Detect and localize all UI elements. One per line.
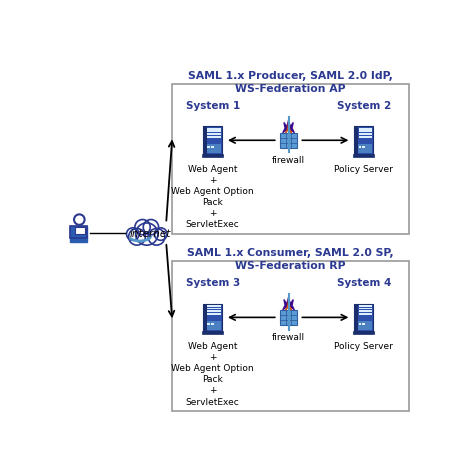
Bar bbox=[359, 310, 372, 312]
Text: Web Agent
+
Web Agent Option
Pack
+
ServletExec: Web Agent + Web Agent Option Pack + Serv… bbox=[171, 342, 254, 407]
Bar bbox=[359, 130, 372, 132]
Bar bbox=[203, 304, 207, 331]
Polygon shape bbox=[286, 123, 291, 133]
Bar bbox=[207, 146, 210, 148]
Bar bbox=[202, 331, 223, 334]
Circle shape bbox=[126, 228, 139, 240]
Bar bbox=[362, 323, 365, 325]
Text: SAML 1.x Consumer, SAML 2.0 SP,
WS-Federation RP: SAML 1.x Consumer, SAML 2.0 SP, WS-Feder… bbox=[187, 248, 393, 271]
Bar bbox=[172, 84, 409, 234]
Bar bbox=[203, 127, 222, 154]
Bar bbox=[358, 144, 372, 153]
Circle shape bbox=[143, 219, 159, 235]
Polygon shape bbox=[286, 300, 291, 310]
Text: firewall: firewall bbox=[272, 333, 305, 342]
Ellipse shape bbox=[128, 220, 166, 245]
Bar bbox=[207, 323, 210, 325]
Bar bbox=[207, 128, 221, 130]
Text: System 2: System 2 bbox=[337, 101, 391, 111]
Bar bbox=[353, 331, 374, 334]
Bar bbox=[359, 323, 361, 325]
Bar bbox=[70, 226, 87, 238]
Text: Policy Server: Policy Server bbox=[334, 342, 393, 351]
Bar bbox=[203, 127, 207, 154]
Bar bbox=[202, 154, 223, 157]
Bar bbox=[207, 313, 221, 315]
Bar bbox=[355, 127, 358, 154]
Bar bbox=[359, 307, 372, 309]
Bar bbox=[211, 146, 214, 148]
Bar bbox=[75, 228, 85, 234]
Polygon shape bbox=[70, 226, 87, 238]
Bar bbox=[207, 305, 221, 307]
Bar bbox=[211, 323, 214, 325]
Bar bbox=[280, 310, 297, 325]
Bar bbox=[355, 127, 373, 154]
Bar bbox=[207, 307, 221, 309]
Bar bbox=[280, 133, 297, 148]
Bar bbox=[359, 305, 372, 307]
Bar bbox=[359, 313, 372, 315]
Bar bbox=[203, 304, 222, 331]
Text: firewall: firewall bbox=[272, 156, 305, 165]
Polygon shape bbox=[283, 120, 295, 133]
Text: System 1: System 1 bbox=[185, 101, 240, 111]
Bar bbox=[358, 321, 372, 330]
Polygon shape bbox=[70, 238, 87, 242]
Circle shape bbox=[129, 228, 145, 245]
Bar bbox=[207, 133, 221, 135]
Bar bbox=[355, 304, 358, 331]
Bar bbox=[359, 136, 372, 138]
Circle shape bbox=[74, 214, 85, 225]
Circle shape bbox=[154, 228, 167, 240]
Bar bbox=[172, 261, 409, 411]
Polygon shape bbox=[283, 297, 295, 310]
Text: SAML 1.x Producer, SAML 2.0 IdP,
WS-Federation AP: SAML 1.x Producer, SAML 2.0 IdP, WS-Fede… bbox=[188, 71, 393, 94]
Circle shape bbox=[148, 228, 165, 245]
Bar bbox=[207, 321, 221, 330]
Bar bbox=[353, 154, 374, 157]
Text: System 3: System 3 bbox=[185, 278, 240, 288]
Bar bbox=[207, 144, 221, 153]
Bar bbox=[207, 130, 221, 132]
Bar bbox=[359, 146, 361, 148]
Text: Web Agent
+
Web Agent Option
Pack
+
ServletExec: Web Agent + Web Agent Option Pack + Serv… bbox=[171, 165, 254, 229]
Text: System 4: System 4 bbox=[337, 278, 391, 288]
Circle shape bbox=[136, 223, 158, 245]
Bar bbox=[207, 136, 221, 138]
Bar bbox=[362, 146, 365, 148]
Bar bbox=[359, 133, 372, 135]
Text: internet: internet bbox=[129, 229, 171, 239]
Circle shape bbox=[135, 219, 150, 235]
Text: Policy Server: Policy Server bbox=[334, 165, 393, 174]
Bar bbox=[359, 128, 372, 130]
Bar bbox=[355, 304, 373, 331]
Bar bbox=[207, 310, 221, 312]
